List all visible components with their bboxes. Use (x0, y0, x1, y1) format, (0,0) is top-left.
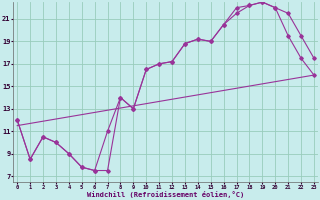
X-axis label: Windchill (Refroidissement éolien,°C): Windchill (Refroidissement éolien,°C) (87, 191, 244, 198)
